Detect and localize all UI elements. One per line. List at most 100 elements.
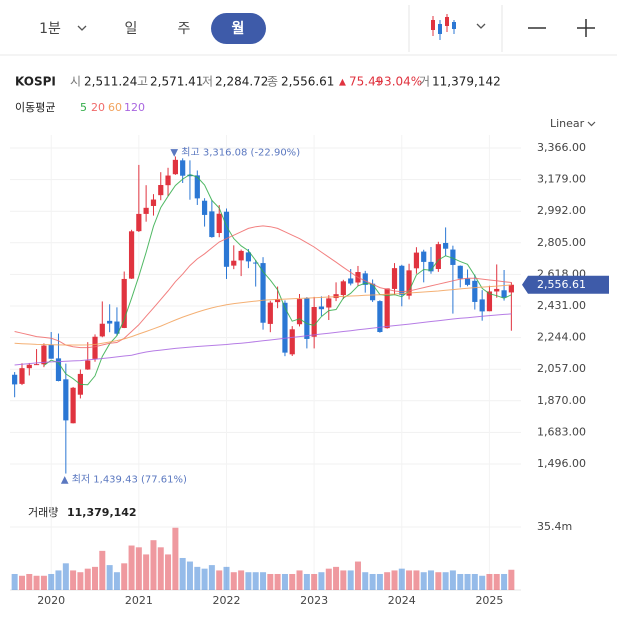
chevron[interactable] [587, 121, 596, 127]
volume-bar [238, 570, 245, 590]
candle-body [26, 364, 32, 369]
chevron[interactable] [77, 25, 87, 31]
ma-label: 이동평균 [15, 101, 55, 114]
candle-body [41, 345, 47, 365]
ma-legend: 5 [80, 101, 87, 114]
candle-body [501, 290, 507, 298]
high: 2,571.41 [150, 75, 203, 89]
candle-body [158, 185, 164, 196]
y-tick-label: 1,870.00 [537, 394, 586, 407]
volume-bar [501, 573, 508, 590]
volume-bar [135, 547, 142, 590]
candle-body [370, 283, 376, 301]
volume-bar [157, 547, 164, 590]
volume-bar [143, 554, 150, 590]
volume-bar [471, 573, 478, 590]
period-tab[interactable]: 주 [178, 21, 191, 37]
candle-body [260, 263, 266, 323]
candle-body [282, 302, 288, 353]
candle-body [223, 211, 230, 267]
candle-body [187, 174, 193, 177]
volume-bar [172, 527, 179, 590]
candle-body [472, 280, 478, 302]
volume-bar [179, 557, 186, 590]
volume-bar [479, 575, 486, 590]
candle-body [48, 344, 54, 359]
candle-body [384, 288, 390, 329]
volume-bar [40, 575, 47, 590]
volume-bar [208, 565, 215, 590]
volume-bar [121, 563, 128, 590]
volume-bar [384, 572, 391, 590]
volume-bar [398, 568, 405, 590]
candle-body [391, 268, 398, 289]
candle-body [180, 160, 186, 176]
open: 2,511.24 [84, 75, 137, 89]
volume-bar [70, 570, 77, 590]
candle-body [238, 250, 244, 261]
volume-bar [442, 572, 449, 590]
volume-bar [296, 570, 303, 590]
selected-tab-pill[interactable] [211, 13, 266, 44]
candle-body [486, 291, 493, 312]
y-tick-label: 2,992.00 [537, 204, 586, 217]
price-tag [522, 275, 609, 294]
candle-body [19, 368, 25, 384]
volume-bar [252, 572, 259, 590]
y-tick-label: 1,496.00 [537, 457, 586, 470]
volume-bar [128, 545, 135, 590]
volume-title: 거래량 [28, 506, 58, 519]
candle-body [435, 244, 441, 269]
volume-bar [486, 573, 493, 590]
candle-body [304, 298, 310, 339]
candle-body [508, 284, 514, 293]
y-tick-label: 2,244.00 [537, 331, 586, 344]
period-tab[interactable]: 일 [125, 21, 138, 37]
volume-bar [150, 540, 157, 590]
volume-bar [303, 573, 310, 590]
volume-bar [106, 565, 113, 590]
candle-body [150, 199, 157, 206]
scale-mode[interactable]: Linear [550, 117, 585, 130]
candle-body [172, 159, 178, 175]
zoom-in[interactable] [577, 19, 595, 37]
candle-body [12, 374, 18, 385]
volume-bar [77, 572, 84, 590]
ma-line [14, 313, 512, 366]
candle-body [362, 273, 368, 285]
candle-body [289, 329, 295, 355]
volume-bar [194, 566, 201, 590]
candle-body [209, 211, 215, 238]
volume-bar [260, 572, 267, 590]
candle-body [70, 387, 76, 424]
ma-legend: 20 [91, 101, 105, 114]
ma-line [43, 173, 512, 386]
low: 2,284.72 [215, 75, 268, 89]
volume-bar [19, 575, 26, 590]
candle-body [326, 298, 332, 308]
volume-bar [201, 568, 208, 590]
candle-icon[interactable] [431, 14, 456, 40]
candle-body [318, 306, 325, 310]
chevron[interactable] [476, 23, 486, 29]
candle-body [450, 249, 456, 265]
candle-body [296, 299, 303, 325]
candle-body [428, 261, 434, 272]
y-tick-label: 3,179.00 [537, 173, 586, 186]
volume-bar [113, 572, 120, 590]
candle-body [63, 379, 69, 421]
y-tick-label: 3,366.00 [537, 141, 586, 154]
volume-value: 11,379,142 [67, 506, 137, 519]
volume-bar [325, 568, 332, 590]
volume-bar [55, 570, 62, 590]
volume-bar [449, 570, 456, 590]
x-tick-label: 2024 [388, 594, 416, 607]
period-tab[interactable]: 월 [232, 20, 245, 37]
candle-body [216, 213, 222, 234]
candle-body [92, 336, 98, 359]
x-tick-label: 2022 [212, 594, 240, 607]
y-tick-label: 2,431.00 [537, 299, 586, 312]
period-tab[interactable]: 1분 [39, 21, 61, 37]
y-tick-label: 35.4m [537, 520, 572, 533]
